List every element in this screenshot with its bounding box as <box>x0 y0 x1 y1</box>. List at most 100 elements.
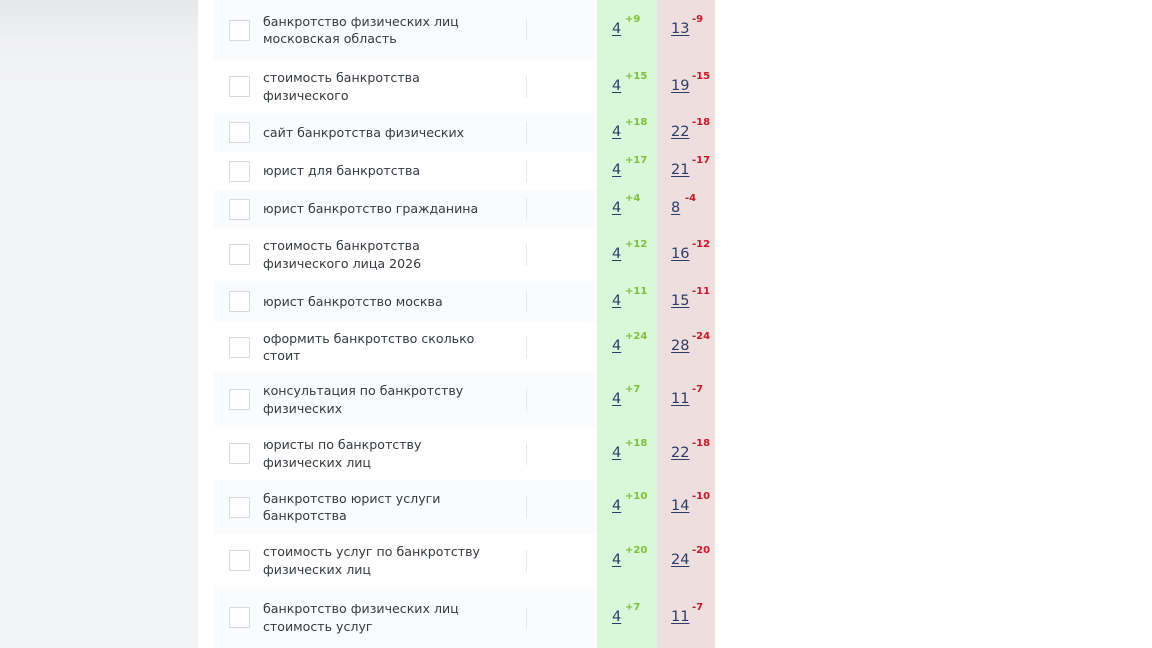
position-delta-up: +18 <box>625 116 648 128</box>
row-checkbox[interactable] <box>229 607 250 628</box>
previous-value-link[interactable]: 16 <box>671 245 690 262</box>
previous-value-link[interactable]: 24 <box>671 551 690 568</box>
keyword-text: сайт банкротства физических <box>263 124 483 142</box>
row-main-cell: сайт банкротства физических <box>214 113 597 152</box>
table-row: юрист для банкротства 4 +17 21 -17 <box>214 152 715 190</box>
keyword-line: физических лиц <box>263 561 372 577</box>
position-delta-up: +20 <box>625 544 648 556</box>
previous-cell: 22 -18 <box>657 113 715 152</box>
position-value-link[interactable]: 4 <box>612 21 622 37</box>
position-value-link[interactable]: 4 <box>612 162 622 178</box>
previous-value-link[interactable]: 8 <box>671 200 681 216</box>
position-value-link[interactable]: 4 <box>612 123 622 140</box>
position-delta-up: +7 <box>625 601 641 613</box>
row-checkbox[interactable] <box>229 122 250 143</box>
position-delta-up: +12 <box>625 238 648 250</box>
previous-cell: 8 -4 <box>657 190 715 228</box>
row-main-cell: оформить банкротство сколько стоит <box>214 322 597 372</box>
keyword-text: банкротство физических лиц стоимость услу… <box>263 600 483 635</box>
position-value-link[interactable]: 4 <box>612 200 622 216</box>
previous-delta-down: -20 <box>692 544 711 556</box>
position-cell: 4 +7 <box>597 372 657 427</box>
table-row: консультация по банкротству физических 4 +7… <box>214 372 715 427</box>
column-divider <box>526 19 527 41</box>
row-checkbox[interactable] <box>229 550 250 571</box>
position-delta-up: +15 <box>625 70 648 82</box>
position-value-link[interactable]: 4 <box>612 390 622 407</box>
row-main-cell: юрист банкротство москва <box>214 281 597 322</box>
previous-value-link[interactable]: 21 <box>671 162 690 178</box>
table-row: стоимость банкротства физического 4 +15 19 -1… <box>214 60 715 113</box>
position-value-link[interactable]: 4 <box>612 292 622 309</box>
table-row: стоимость услуг по банкротству физических… <box>214 534 715 587</box>
position-cell: 4 +4 <box>597 190 657 228</box>
keyword-text: юрист банкротство гражданина <box>263 200 483 218</box>
position-delta-up: +17 <box>625 155 648 166</box>
column-divider <box>526 160 527 182</box>
row-checkbox[interactable] <box>229 244 250 265</box>
column-divider <box>526 606 527 629</box>
row-checkbox[interactable] <box>229 389 250 410</box>
previous-value-link[interactable]: 11 <box>671 390 690 407</box>
keyword-line: сайт банкротства физических <box>263 124 465 140</box>
previous-value-link[interactable]: 14 <box>671 498 690 514</box>
position-value-link[interactable]: 4 <box>612 551 622 568</box>
previous-delta-down: -9 <box>692 14 704 25</box>
table-row: банкротство юрист услуги банкротства 4 +10 1… <box>214 480 715 534</box>
keyword-line: стоимость услуг по банкротству <box>263 544 480 559</box>
table-row: банкротство физических лиц стоимость услу… <box>214 587 715 648</box>
position-delta-up: +24 <box>625 331 648 342</box>
previous-value-link[interactable]: 22 <box>671 123 690 140</box>
keyword-line: банкротство физических лиц <box>263 601 459 616</box>
previous-value-link[interactable]: 13 <box>671 21 690 37</box>
table-row: сайт банкротства физических 4 +18 22 -18 <box>214 113 715 152</box>
position-cell: 4 +12 <box>597 228 657 281</box>
row-checkbox[interactable] <box>229 19 250 41</box>
table-row: юристы по банкротству физических лиц 4 +18 2… <box>214 427 715 480</box>
position-value-link[interactable]: 4 <box>612 608 622 625</box>
position-delta-up: +7 <box>625 383 641 395</box>
row-checkbox[interactable] <box>229 76 250 97</box>
keyword-line: стоимость услуг <box>263 618 373 634</box>
column-divider <box>526 243 527 266</box>
previous-value-link[interactable]: 22 <box>671 444 690 461</box>
column-divider <box>526 75 527 98</box>
previous-delta-down: -17 <box>692 155 711 166</box>
column-divider <box>526 442 527 465</box>
position-value-link[interactable]: 4 <box>612 498 622 514</box>
row-main-cell: банкротство физических лиц московская обл… <box>214 0 597 60</box>
keyword-line: банкротство юрист услуги <box>263 490 441 506</box>
previous-value-link[interactable]: 11 <box>671 608 690 625</box>
row-checkbox[interactable] <box>229 160 250 182</box>
previous-value-link[interactable]: 28 <box>671 338 690 354</box>
position-delta-up: +11 <box>625 285 648 297</box>
previous-cell: 22 -18 <box>657 427 715 480</box>
sidebar-panel <box>0 0 198 648</box>
position-value-link[interactable]: 4 <box>612 338 622 354</box>
keyword-line: юристы по банкротству <box>263 437 422 452</box>
column-divider <box>526 549 527 572</box>
position-value-link[interactable]: 4 <box>612 77 622 94</box>
row-checkbox[interactable] <box>229 291 250 312</box>
row-checkbox[interactable] <box>229 443 250 464</box>
keyword-line: банкротство физических лиц <box>263 13 459 29</box>
position-cell: 4 +9 <box>597 0 657 60</box>
keyword-text: стоимость банкротства физического лица 20… <box>263 237 483 272</box>
row-checkbox[interactable] <box>229 496 250 518</box>
keyword-text: юрист банкротство москва <box>263 293 483 311</box>
previous-cell: 19 -15 <box>657 60 715 113</box>
column-divider <box>526 290 527 313</box>
row-checkbox[interactable] <box>229 336 250 358</box>
position-cell: 4 +20 <box>597 534 657 587</box>
column-divider <box>526 198 527 220</box>
position-value-link[interactable]: 4 <box>612 245 622 262</box>
previous-value-link[interactable]: 19 <box>671 77 690 94</box>
previous-cell: 21 -17 <box>657 152 715 190</box>
row-checkbox[interactable] <box>229 198 250 220</box>
keyword-text: юристы по банкротству физических лиц <box>263 436 483 471</box>
previous-value-link[interactable]: 15 <box>671 292 690 309</box>
keyword-line: стоимость банкротства <box>263 70 420 85</box>
position-value-link[interactable]: 4 <box>612 444 622 461</box>
keywords-table: банкротство физических лиц московская обл… <box>214 0 715 648</box>
keyword-line: банкротства <box>263 508 347 523</box>
